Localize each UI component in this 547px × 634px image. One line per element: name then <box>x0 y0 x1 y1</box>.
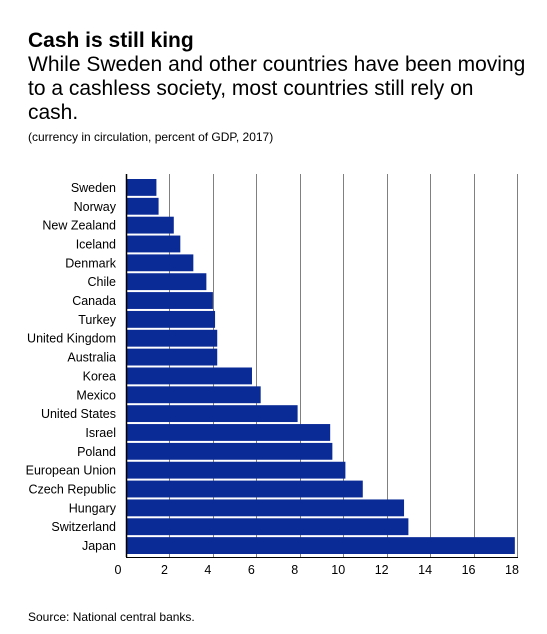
category-label: Chile <box>88 275 117 289</box>
category-label: Switzerland <box>51 520 116 534</box>
category-label: Japan <box>82 539 116 553</box>
category-label: Iceland <box>76 237 116 251</box>
category-label: New Zealand <box>42 219 116 233</box>
category-label: Hungary <box>69 501 117 515</box>
x-tick-label: 10 <box>331 563 345 577</box>
bar-iceland <box>126 235 181 253</box>
bar-czech-republic <box>126 480 363 498</box>
bar-poland <box>126 442 333 460</box>
x-tick-label: 12 <box>375 563 389 577</box>
chart-note: (currency in circulation, percent of GDP… <box>28 130 274 144</box>
x-tick-label: 2 <box>161 563 168 577</box>
x-tick-label: 6 <box>248 563 255 577</box>
bar-turkey <box>126 310 216 328</box>
category-label: United Kingdom <box>27 332 116 346</box>
category-label: United States <box>41 407 116 421</box>
category-label: Turkey <box>78 313 116 327</box>
x-tick-label: 16 <box>462 563 476 577</box>
category-label: Canada <box>72 294 116 308</box>
source-note: Source: National central banks. <box>28 610 195 624</box>
category-label: Poland <box>77 445 116 459</box>
category-label: Norway <box>74 200 117 214</box>
category-label: Sweden <box>71 181 116 195</box>
x-tick-label: 14 <box>418 563 432 577</box>
bar-norway <box>126 197 159 215</box>
bar-hungary <box>126 499 405 517</box>
bar-chile <box>126 273 207 291</box>
bar-mexico <box>126 386 261 404</box>
category-label: Mexico <box>76 388 116 402</box>
bar-korea <box>126 367 252 385</box>
bar-japan <box>126 537 515 554</box>
category-label: Israel <box>85 426 116 440</box>
x-tick-label: 4 <box>204 563 211 577</box>
bar-sweden <box>126 179 157 196</box>
bar-israel <box>126 424 331 441</box>
bar-switzerland <box>126 518 409 536</box>
chart-title: Cash is still king <box>28 29 194 52</box>
bar-european-union <box>126 461 346 479</box>
bar-australia <box>126 348 218 366</box>
chart-subtitle: While Sweden and other countries have be… <box>28 53 526 124</box>
category-label: European Union <box>26 464 116 478</box>
bar-new-zealand <box>126 216 174 234</box>
x-tick-label: 8 <box>291 563 298 577</box>
bar-united-states <box>126 405 298 423</box>
category-label: Korea <box>83 369 116 383</box>
bar-united-kingdom <box>126 329 218 347</box>
x-tick-label: 0 <box>115 563 122 577</box>
bar-denmark <box>126 254 194 272</box>
category-label: Australia <box>67 351 116 365</box>
bar-canada <box>126 292 213 309</box>
x-tick-label: 18 <box>505 563 519 577</box>
category-label: Czech Republic <box>28 483 116 497</box>
category-label: Denmark <box>65 256 116 270</box>
